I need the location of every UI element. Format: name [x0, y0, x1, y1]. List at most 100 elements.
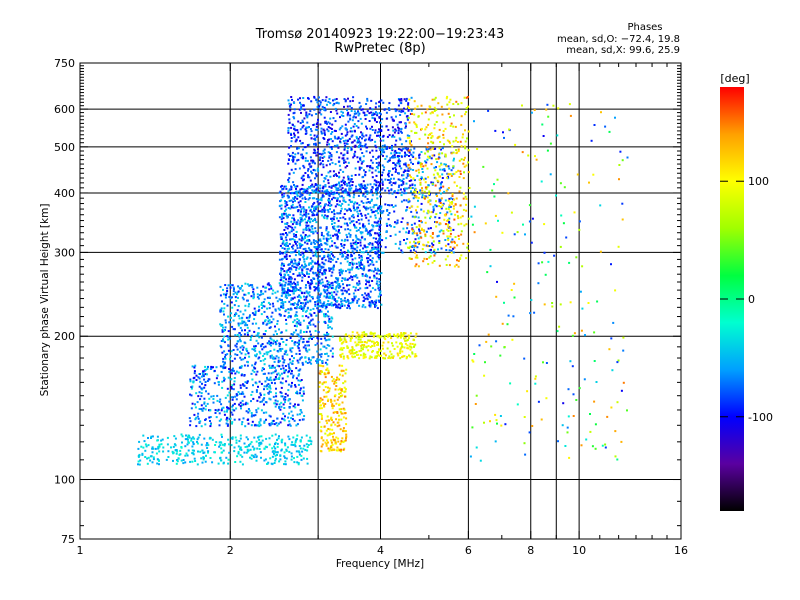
data-point — [433, 154, 436, 157]
data-point — [298, 294, 301, 297]
data-point — [326, 358, 329, 361]
data-point — [317, 169, 320, 172]
data-point — [408, 345, 411, 348]
data-point — [210, 365, 213, 368]
data-point — [339, 126, 342, 129]
data-point — [315, 113, 318, 115]
data-point — [267, 320, 270, 323]
data-point — [405, 97, 408, 100]
data-point — [390, 356, 393, 359]
data-point — [433, 98, 436, 101]
data-point — [383, 144, 386, 147]
data-point — [294, 282, 297, 285]
data-point — [331, 352, 334, 355]
data-point — [273, 340, 276, 343]
data-point — [354, 145, 357, 148]
data-point — [335, 229, 338, 232]
data-point — [391, 126, 394, 129]
data-point — [319, 184, 322, 187]
data-point — [369, 250, 372, 253]
data-point — [394, 143, 397, 146]
data-point — [270, 285, 272, 288]
data-point — [382, 347, 384, 350]
data-point — [368, 357, 371, 360]
data-point — [403, 355, 406, 357]
data-point — [302, 447, 305, 450]
data-point — [233, 328, 236, 331]
data-point — [203, 437, 206, 440]
data-point — [254, 367, 257, 370]
data-point — [294, 250, 297, 253]
data-point — [336, 278, 339, 281]
data-point — [351, 278, 354, 281]
data-point — [310, 314, 313, 317]
data-point — [346, 131, 349, 134]
data-point — [293, 117, 296, 120]
data-point — [301, 126, 304, 129]
data-point — [245, 324, 248, 326]
data-point — [311, 265, 314, 268]
data-point — [342, 430, 345, 433]
data-point — [328, 155, 331, 158]
data-point — [288, 300, 291, 303]
data-point — [222, 376, 225, 379]
data-point — [288, 450, 291, 453]
data-point — [287, 129, 290, 132]
data-point — [429, 227, 432, 230]
data-point — [241, 463, 244, 466]
data-point — [311, 260, 314, 263]
data-point — [215, 416, 218, 419]
data-point — [403, 98, 406, 101]
data-point — [221, 407, 223, 410]
data-point — [223, 378, 226, 381]
data-point — [200, 425, 203, 428]
data-point — [317, 203, 320, 206]
data-point — [386, 224, 389, 227]
data-point — [369, 232, 372, 235]
data-point — [323, 206, 326, 209]
data-point — [438, 189, 441, 192]
data-point — [323, 373, 326, 376]
data-point — [300, 218, 303, 221]
data-point — [413, 147, 416, 150]
data-point — [250, 295, 253, 298]
data-point — [323, 405, 326, 408]
data-point — [279, 374, 282, 377]
data-point — [406, 238, 409, 240]
data-point — [356, 210, 359, 213]
data-point — [367, 281, 370, 284]
data-point — [277, 372, 280, 375]
data-point — [301, 279, 304, 282]
data-point — [314, 344, 317, 346]
data-point — [320, 265, 323, 268]
data-point — [397, 189, 400, 192]
data-point — [230, 437, 233, 440]
data-point — [313, 208, 315, 210]
data-point — [325, 96, 328, 99]
data-point — [368, 112, 371, 115]
data-point — [281, 292, 284, 295]
data-point — [398, 121, 401, 124]
data-point — [374, 140, 377, 143]
data-point — [266, 378, 269, 381]
data-point — [214, 451, 216, 454]
data-point — [306, 116, 309, 119]
data-point — [298, 343, 300, 346]
data-point — [288, 358, 291, 361]
data-point — [315, 98, 318, 101]
data-point — [342, 255, 345, 258]
data-point — [320, 113, 323, 116]
data-point — [235, 345, 238, 348]
data-point — [282, 304, 285, 307]
data-point — [307, 444, 310, 446]
data-point — [308, 143, 311, 146]
data-point — [285, 291, 288, 294]
data-point — [330, 400, 333, 403]
data-point — [299, 321, 302, 324]
data-point — [401, 251, 404, 254]
data-point — [237, 290, 240, 293]
data-point — [404, 187, 407, 190]
data-point — [246, 402, 249, 405]
data-point — [185, 452, 188, 455]
data-point — [369, 201, 371, 204]
